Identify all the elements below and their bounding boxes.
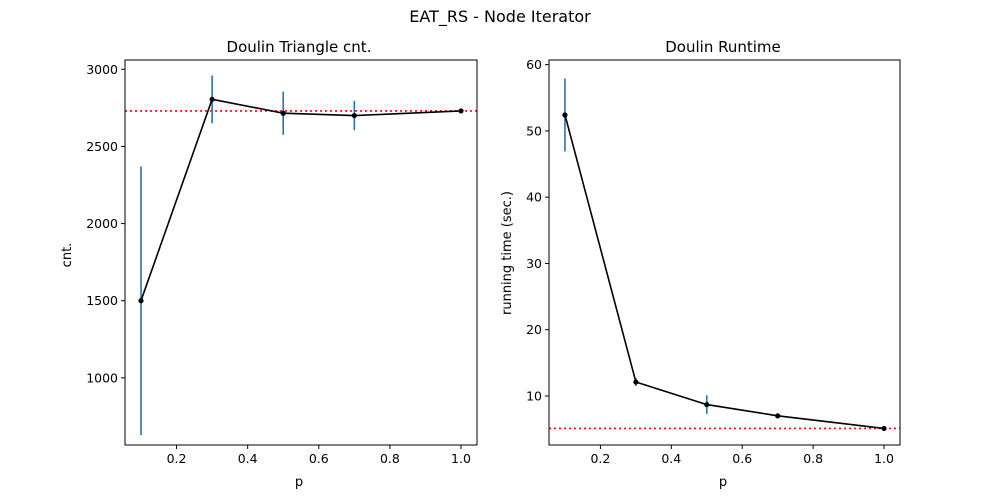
data-point	[775, 413, 781, 419]
x-tick-label: 0.6	[732, 451, 752, 466]
data-point	[458, 108, 464, 114]
figure-suptitle: EAT_RS - Node Iterator	[409, 7, 591, 27]
data-point	[704, 401, 710, 408]
subplot-runtime: Doulin Runtime p running time (sec.) 0.2…	[500, 38, 901, 490]
x-tick-label: 0.8	[380, 451, 400, 466]
subplot-triangle-count: Doulin Triangle cnt. p cnt. 0.2 0.4 0.6 0.8…	[60, 38, 478, 490]
y-tick-label: 2500	[86, 139, 118, 154]
y-tick-label: 40	[526, 190, 542, 205]
data-point	[209, 96, 215, 102]
series-line	[140, 98, 462, 301]
y-tick-label: 10	[526, 388, 542, 403]
subplot-title: Doulin Runtime	[665, 38, 781, 56]
x-tick-label: 0.8	[803, 451, 823, 466]
subplot-title: Doulin Triangle cnt.	[227, 38, 372, 56]
series-line	[564, 114, 885, 430]
data-point	[881, 425, 887, 432]
x-tick-label: 1.0	[874, 451, 894, 466]
y-tick-label: 50	[526, 123, 542, 138]
y-axis-label: cnt.	[60, 243, 75, 268]
x-tick-label: 0.2	[590, 451, 610, 466]
y-tick-label: 1500	[86, 293, 118, 308]
x-tick-label: 0.4	[661, 451, 681, 466]
data-point	[280, 110, 286, 116]
data-point	[138, 298, 144, 304]
y-axis-label: running time (sec.)	[500, 191, 515, 315]
x-axis-label: p	[295, 475, 303, 490]
data-point	[562, 112, 568, 118]
data-point	[633, 379, 639, 385]
y-tick-label: 2000	[86, 216, 118, 231]
x-tick-label: 1.0	[451, 451, 471, 466]
x-tick-label: 0.2	[167, 451, 187, 466]
data-point	[351, 112, 357, 119]
axes-frame	[548, 59, 901, 446]
y-tick-label: 60	[526, 57, 542, 72]
y-tick-label: 20	[526, 322, 542, 337]
y-tick-label: 1000	[86, 370, 118, 385]
x-axis-label: p	[719, 475, 727, 490]
y-tick-label: 30	[526, 256, 542, 271]
axes-frame	[124, 59, 478, 446]
x-tick-label: 0.6	[309, 451, 329, 466]
x-tick-label: 0.4	[238, 451, 258, 466]
y-tick-label: 3000	[86, 62, 118, 77]
